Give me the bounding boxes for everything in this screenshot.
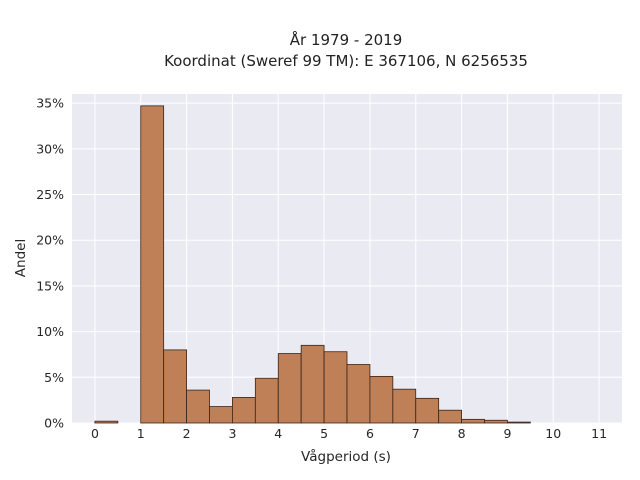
histogram-bar: [346, 364, 371, 424]
x-tick-label: 8: [458, 426, 466, 441]
histogram-bar: [94, 420, 119, 424]
x-tick-label: 5: [320, 426, 328, 441]
y-tick-label: 0%: [44, 416, 64, 431]
y-tick-label: 15%: [36, 278, 64, 293]
histogram-bar: [140, 105, 165, 424]
histogram-bar: [484, 419, 508, 424]
y-tick-label: 25%: [36, 187, 64, 202]
x-tick-label: 3: [228, 426, 236, 441]
y-tick-label: 10%: [36, 324, 64, 339]
histogram-bar: [415, 397, 440, 424]
histogram-bar: [232, 397, 256, 424]
histogram-bar: [369, 375, 394, 424]
y-tick-labels: 0% 5% 10% 15% 20% 25% 30% 35%: [36, 96, 64, 431]
histogram-bar: [277, 353, 302, 424]
histogram-bar: [507, 421, 531, 424]
histogram-bar: [461, 418, 485, 424]
y-tick-label: 35%: [36, 96, 64, 111]
histogram-bar: [186, 389, 210, 424]
x-tick-label: 2: [183, 426, 191, 441]
x-tick-label: 7: [412, 426, 420, 441]
x-tick-label: 6: [366, 426, 374, 441]
x-tick-label: 4: [274, 426, 282, 441]
x-tick-label: 1: [137, 426, 145, 441]
x-tick-labels: 0 1 2 3 4 5 6 7 8 9 10 11: [91, 426, 607, 441]
chart-title-line-2: Koordinat (Sweref 99 TM): E 367106, N 62…: [164, 52, 528, 70]
y-tick-label: 30%: [36, 141, 64, 156]
x-axis-label: Vågperiod (s): [301, 448, 391, 465]
histogram-bar: [392, 388, 417, 424]
histogram-bar: [300, 344, 325, 424]
histogram-bar: [438, 409, 462, 424]
histogram-bar: [254, 377, 279, 424]
chart-title-line-1: År 1979 - 2019: [290, 30, 403, 49]
x-tick-label: 11: [591, 426, 607, 441]
x-tick-label: 0: [91, 426, 99, 441]
y-axis-label: Andel: [13, 239, 29, 277]
histogram-bars: [94, 105, 531, 424]
histogram-bar: [323, 351, 348, 424]
histogram-bar: [163, 349, 187, 424]
y-tick-label: 20%: [36, 233, 64, 248]
x-tick-label: 9: [503, 426, 511, 441]
histogram-bar: [209, 406, 233, 424]
y-tick-label: 5%: [44, 370, 64, 385]
x-tick-label: 10: [545, 426, 561, 441]
